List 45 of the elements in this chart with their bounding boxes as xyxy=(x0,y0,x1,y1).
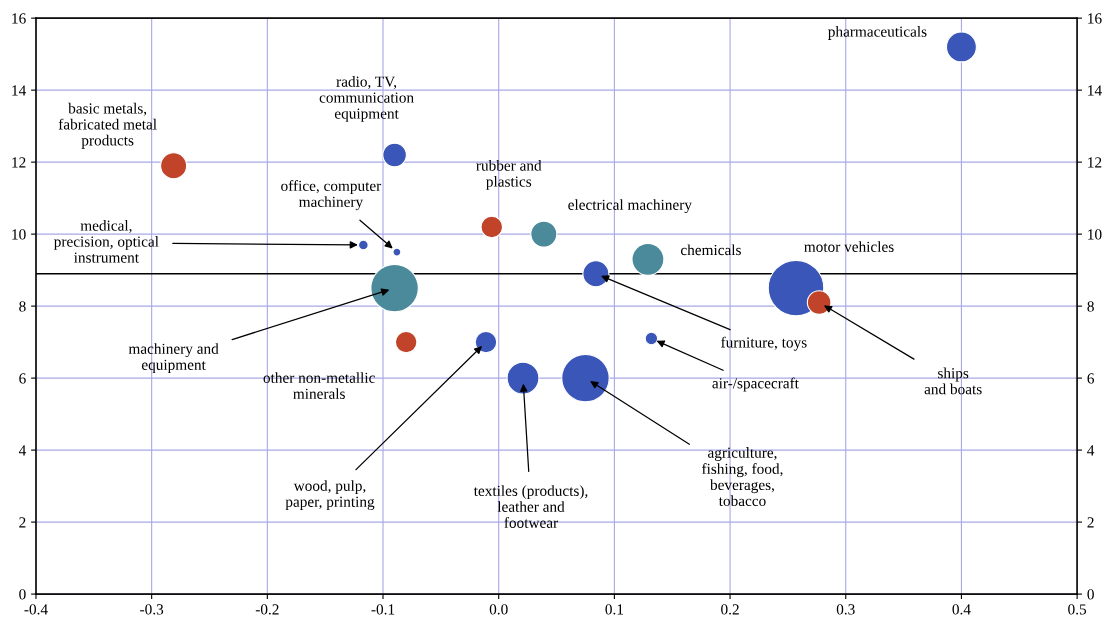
x-tick-label: 0.2 xyxy=(721,604,739,615)
y-tick-label: 16 xyxy=(12,13,26,24)
annotation: electrical machinery xyxy=(568,199,692,214)
annotation: air-/spacecraft xyxy=(712,377,799,392)
annotation: radio, TV, communication equipment xyxy=(319,76,414,122)
annotation: furniture, toys xyxy=(721,336,807,351)
annotation: motor vehicles xyxy=(804,241,894,252)
y2-tick-label: 16 xyxy=(1088,13,1102,24)
annotation: rubber and plastics xyxy=(476,160,542,190)
x-tick-label: -0.3 xyxy=(140,604,164,615)
annotation: textiles (products), leather and footwear xyxy=(473,485,588,528)
annotation: other non-metallic minerals xyxy=(263,372,375,399)
annotation: chemicals xyxy=(680,244,741,256)
y-tick-label: 0 xyxy=(19,589,26,600)
y-tick-label: 14 xyxy=(12,85,27,96)
annotation: agriculture, fishing, food, beverages, tobacco xyxy=(701,447,783,507)
x-tick-label: -0.2 xyxy=(255,604,279,615)
y2-tick-label: 8 xyxy=(1087,301,1094,312)
annotation: basic metals, fabricated metal products xyxy=(58,102,157,149)
x-tick-label: 0.0 xyxy=(489,604,508,615)
y2-tick-label: 2 xyxy=(1087,517,1094,528)
y2-tick-label: 14 xyxy=(1088,85,1102,96)
x-tick-label: -0.1 xyxy=(371,604,395,615)
y2-tick-label: 12 xyxy=(1088,157,1102,168)
y-tick-label: 4 xyxy=(18,445,27,456)
y2-tick-label: 4 xyxy=(1087,445,1095,456)
annotation: pharmaceuticals xyxy=(828,26,927,40)
y2-tick-label: 10 xyxy=(1088,229,1102,240)
x-tick-label: 0.4 xyxy=(952,604,971,615)
annotation: medical, precision, optical instrument xyxy=(53,220,159,263)
annotation: wood, pulp, paper, printing xyxy=(285,480,375,511)
x-tick-label: 0.1 xyxy=(605,604,624,615)
y2-tick-label: 0 xyxy=(1087,589,1094,600)
x-tick-label: 0.5 xyxy=(1068,604,1087,615)
y-tick-label: 2 xyxy=(19,517,26,528)
annotation: office, computer machinery xyxy=(281,180,382,211)
y-tick-label: 12 xyxy=(12,157,26,168)
y-tick-label: 6 xyxy=(19,373,26,384)
annotation: ships and boats xyxy=(924,367,982,395)
y2-tick-label: 6 xyxy=(1087,373,1095,384)
x-tick-label: -0.4 xyxy=(24,604,48,615)
y-tick-label: 8 xyxy=(19,301,26,312)
x-tick-label: 0.3 xyxy=(836,604,855,615)
y-tick-label: 10 xyxy=(12,229,26,240)
annotation: machinery and equipment xyxy=(128,343,219,374)
